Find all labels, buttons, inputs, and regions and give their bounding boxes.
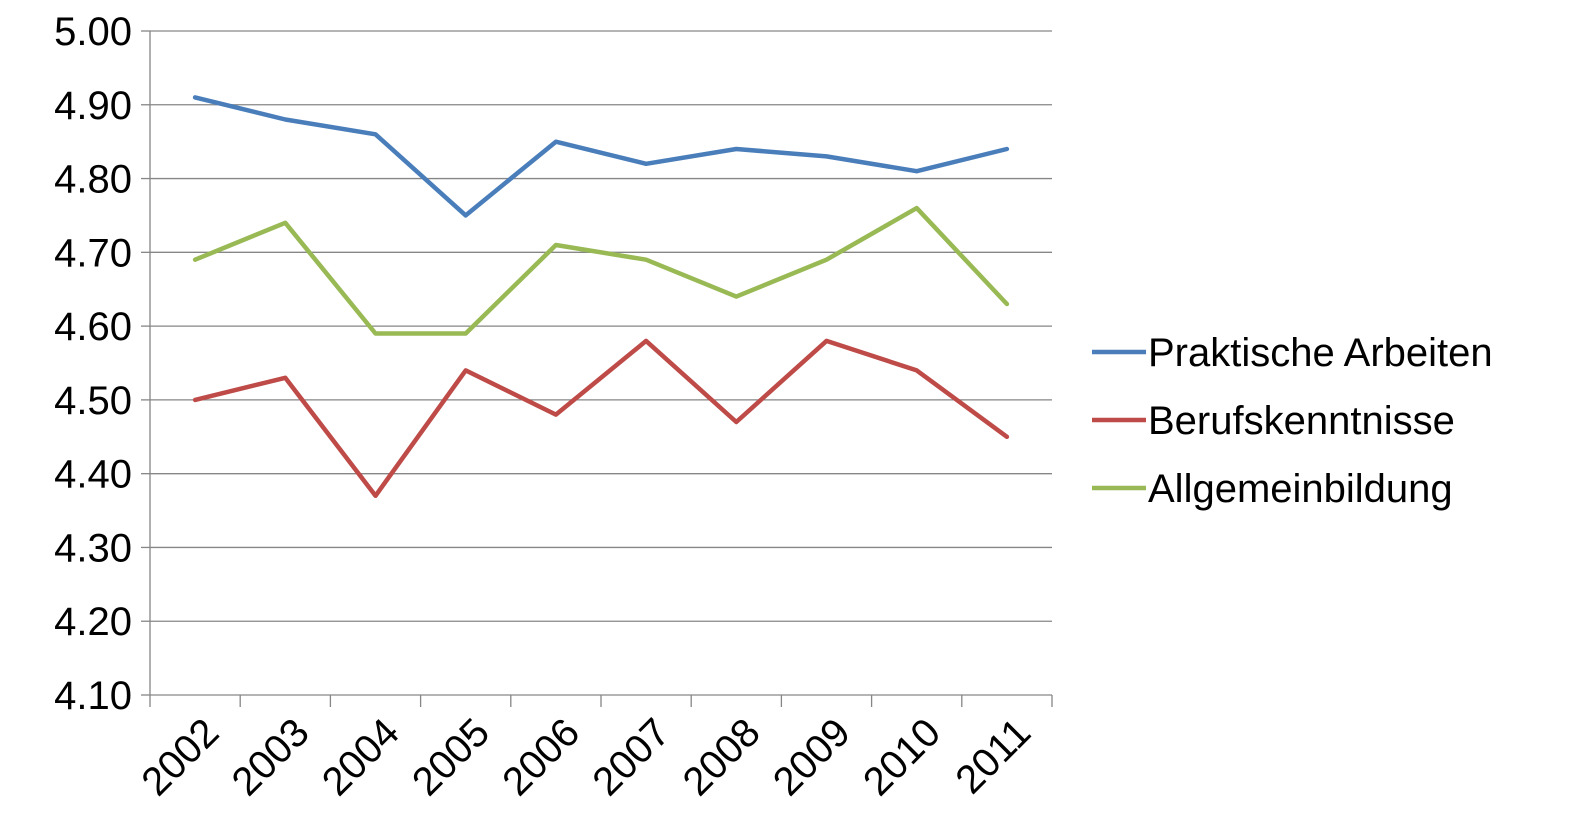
x-tick-label: 2010 xyxy=(855,710,949,804)
y-tick-label: 4.50 xyxy=(54,379,132,423)
y-tick-label: 4.70 xyxy=(54,231,132,275)
legend: Praktische Arbeiten Berufskenntnisse Allge… xyxy=(1092,331,1493,511)
legend-label: Allgemeinbildung xyxy=(1148,467,1453,511)
legend-label: Praktische Arbeiten xyxy=(1148,331,1493,375)
y-tick-label: 4.60 xyxy=(54,305,132,349)
x-tick-label: 2003 xyxy=(224,710,318,804)
series-lines xyxy=(192,95,1010,499)
series-line xyxy=(192,95,1010,218)
y-tick-label: 4.30 xyxy=(54,526,132,570)
x-tick-label: 2008 xyxy=(675,710,769,804)
y-tick-label: 4.20 xyxy=(54,600,132,644)
y-axis-tick-labels: 4.10 4.20 4.30 4.40 4.50 4.60 4.70 4.80 4.90 5.00 xyxy=(54,10,132,718)
series-line xyxy=(192,205,1010,336)
y-tick-label: 4.80 xyxy=(54,158,132,202)
x-tick-label: 2011 xyxy=(947,710,1039,802)
y-tick-label: 4.10 xyxy=(54,674,132,718)
axes xyxy=(141,30,1053,707)
series-line xyxy=(192,338,1010,499)
x-tick-label: 2005 xyxy=(404,710,498,804)
x-tick-label: 2007 xyxy=(584,710,678,804)
x-tick-label: 2006 xyxy=(494,710,588,804)
legend-label: Berufskenntnisse xyxy=(1148,399,1455,443)
x-tick-label: 2002 xyxy=(133,710,227,804)
y-tick-label: 4.90 xyxy=(54,84,132,128)
x-tick-label: 2004 xyxy=(314,710,408,804)
y-tick-label: 5.00 xyxy=(54,10,132,54)
y-tick-label: 4.40 xyxy=(54,453,132,497)
x-tick-label: 2009 xyxy=(765,710,859,804)
